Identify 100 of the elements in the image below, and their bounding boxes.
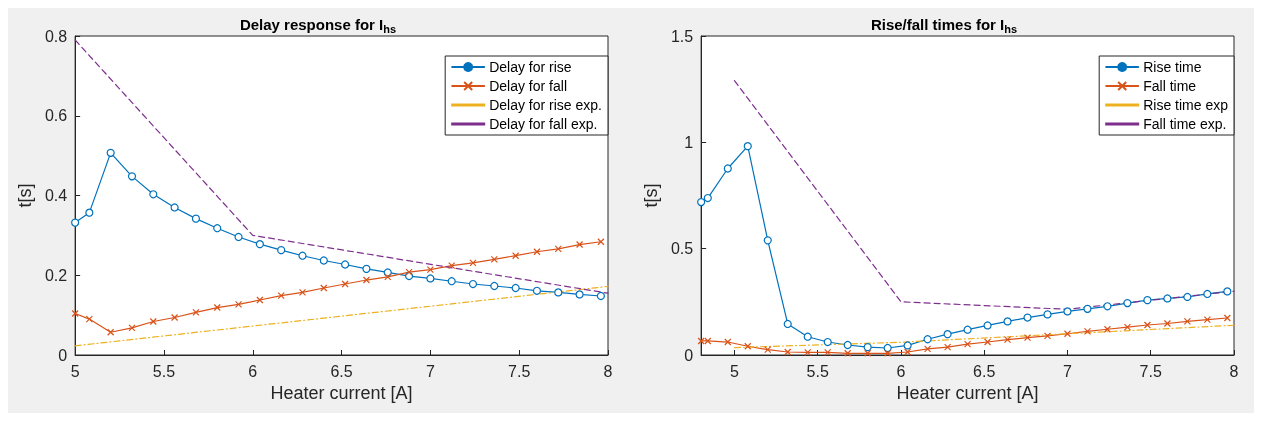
point [512,252,520,260]
legend-label: Delay for fall [489,78,567,94]
point [127,172,137,181]
point [213,303,221,312]
point [1163,294,1172,303]
point [341,280,349,288]
point [1223,287,1232,296]
point [426,274,435,283]
x-tick-label: 8 [1229,362,1239,380]
point [1063,330,1072,338]
point [511,283,520,293]
point [943,343,952,351]
y-tick-label: 0.2 [44,266,68,284]
point [1023,313,1032,322]
point [597,238,605,246]
point [783,319,792,329]
point [469,259,477,267]
legend-label: Fall time [1143,78,1197,94]
x-tick-label: 6 [896,362,906,380]
y-tick-label: 0.4 [44,187,68,204]
point [983,321,992,330]
point [743,142,752,151]
point [320,284,328,292]
x-tick-label: 8 [603,362,613,380]
point [1183,292,1192,302]
point [575,290,584,299]
point [213,224,222,233]
point [983,338,992,346]
point [1003,336,1012,344]
point [341,260,350,269]
point [468,279,478,289]
legend-label: Rise time exp [1143,97,1229,113]
legend-label: Delay for fall exp. [489,116,598,132]
point [1103,325,1112,333]
point [85,208,94,217]
point [763,236,772,245]
point [963,325,972,334]
y-tick-label: 0.6 [44,107,68,125]
x-tick-label: 7 [1063,362,1073,380]
point [362,264,371,273]
x-tick-label: 7.5 [1139,362,1162,380]
y-tick-label: 0 [58,346,68,364]
point [697,337,705,345]
x-axis-title: Heater current [A] [896,382,1039,403]
point [824,348,832,357]
point [234,300,243,308]
point [923,335,932,344]
point [903,341,912,350]
y-tick-label: 0 [684,346,694,364]
point [1223,314,1231,322]
point [596,291,605,301]
y-tick-label: 0.5 [670,240,694,258]
point [277,291,285,300]
point [1083,304,1092,313]
x-tick-label: 7 [425,362,435,380]
point [256,296,264,304]
x-axis-title: Heater current [A] [270,382,413,403]
point [149,190,158,199]
y-tick-label: 0.8 [44,27,68,45]
point [1103,302,1112,311]
x-tick-label: 5.5 [806,362,829,380]
x-tick-label: 6.5 [973,362,996,380]
point [554,288,563,297]
point [532,286,542,295]
point [1123,299,1132,308]
point [843,340,852,350]
point [723,164,732,173]
point [703,193,712,203]
point [924,345,932,353]
point [106,148,115,157]
point [803,332,812,341]
point [447,277,456,286]
x-tick-label: 5.5 [152,362,176,380]
point [362,276,371,284]
point [1083,327,1092,335]
point [298,288,307,296]
point [823,337,832,347]
point [71,218,80,227]
point [1063,307,1072,316]
point [319,256,328,265]
point [191,214,201,223]
point [234,232,243,242]
x-tick-label: 5 [729,362,739,380]
x-tick-label: 6.5 [330,362,353,380]
point [883,343,892,353]
legend-label: Fall time exp. [1143,116,1227,132]
point [697,197,706,207]
point [724,338,732,346]
y-axis-title: t[s] [641,183,661,208]
point [1043,332,1052,340]
x-tick-label: 6 [248,362,258,380]
point [704,337,712,345]
point [1203,289,1212,299]
point [149,317,157,326]
point [533,248,541,256]
point [71,309,79,318]
point [1003,317,1012,326]
point [1143,321,1152,329]
point [298,251,307,260]
point [943,330,952,339]
